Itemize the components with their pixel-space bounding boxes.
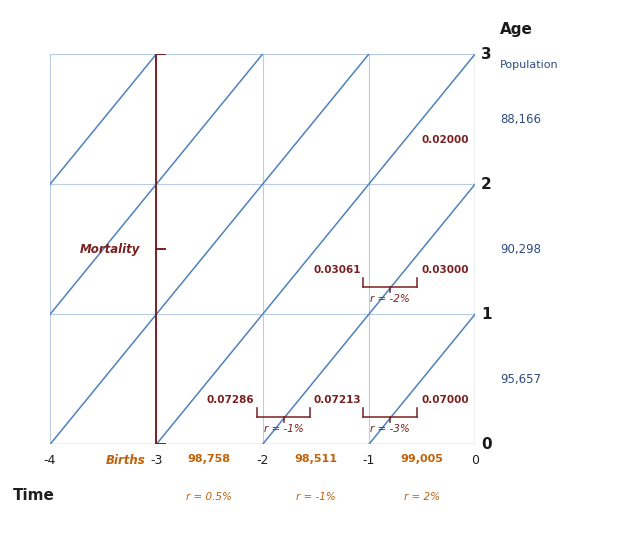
- Text: 98,511: 98,511: [294, 454, 337, 463]
- Text: -4: -4: [44, 454, 56, 467]
- Text: r = -2%: r = -2%: [370, 294, 410, 304]
- Text: 2: 2: [481, 177, 492, 192]
- Text: r = 0.5%: r = 0.5%: [186, 492, 232, 502]
- Text: -3: -3: [150, 454, 162, 467]
- Text: r = -1%: r = -1%: [264, 424, 304, 434]
- Text: Age: Age: [500, 22, 533, 37]
- Text: 3: 3: [481, 47, 492, 62]
- Text: Births: Births: [106, 454, 146, 467]
- Text: Time: Time: [12, 488, 54, 503]
- Text: 88,166: 88,166: [500, 113, 541, 126]
- Text: Population: Population: [500, 60, 559, 69]
- Text: 98,758: 98,758: [188, 454, 231, 463]
- Text: r = -1%: r = -1%: [296, 492, 336, 502]
- Text: -1: -1: [362, 454, 375, 467]
- Text: 0: 0: [481, 437, 492, 452]
- Text: 1: 1: [481, 307, 492, 322]
- Text: 0.03061: 0.03061: [313, 266, 361, 275]
- Text: 0.02000: 0.02000: [421, 136, 469, 145]
- Text: 0: 0: [471, 454, 479, 467]
- Text: 99,005: 99,005: [401, 454, 443, 463]
- Text: 0.07213: 0.07213: [313, 396, 361, 405]
- Text: r = -3%: r = -3%: [370, 424, 410, 434]
- Text: 0.03000: 0.03000: [421, 266, 469, 275]
- Text: -2: -2: [256, 454, 269, 467]
- Text: Mortality: Mortality: [80, 243, 140, 256]
- Text: 95,657: 95,657: [500, 373, 541, 386]
- Text: 0.07286: 0.07286: [207, 396, 254, 405]
- Text: r = 2%: r = 2%: [404, 492, 440, 502]
- Text: 0.07000: 0.07000: [421, 396, 469, 405]
- Text: 90,298: 90,298: [500, 243, 541, 256]
